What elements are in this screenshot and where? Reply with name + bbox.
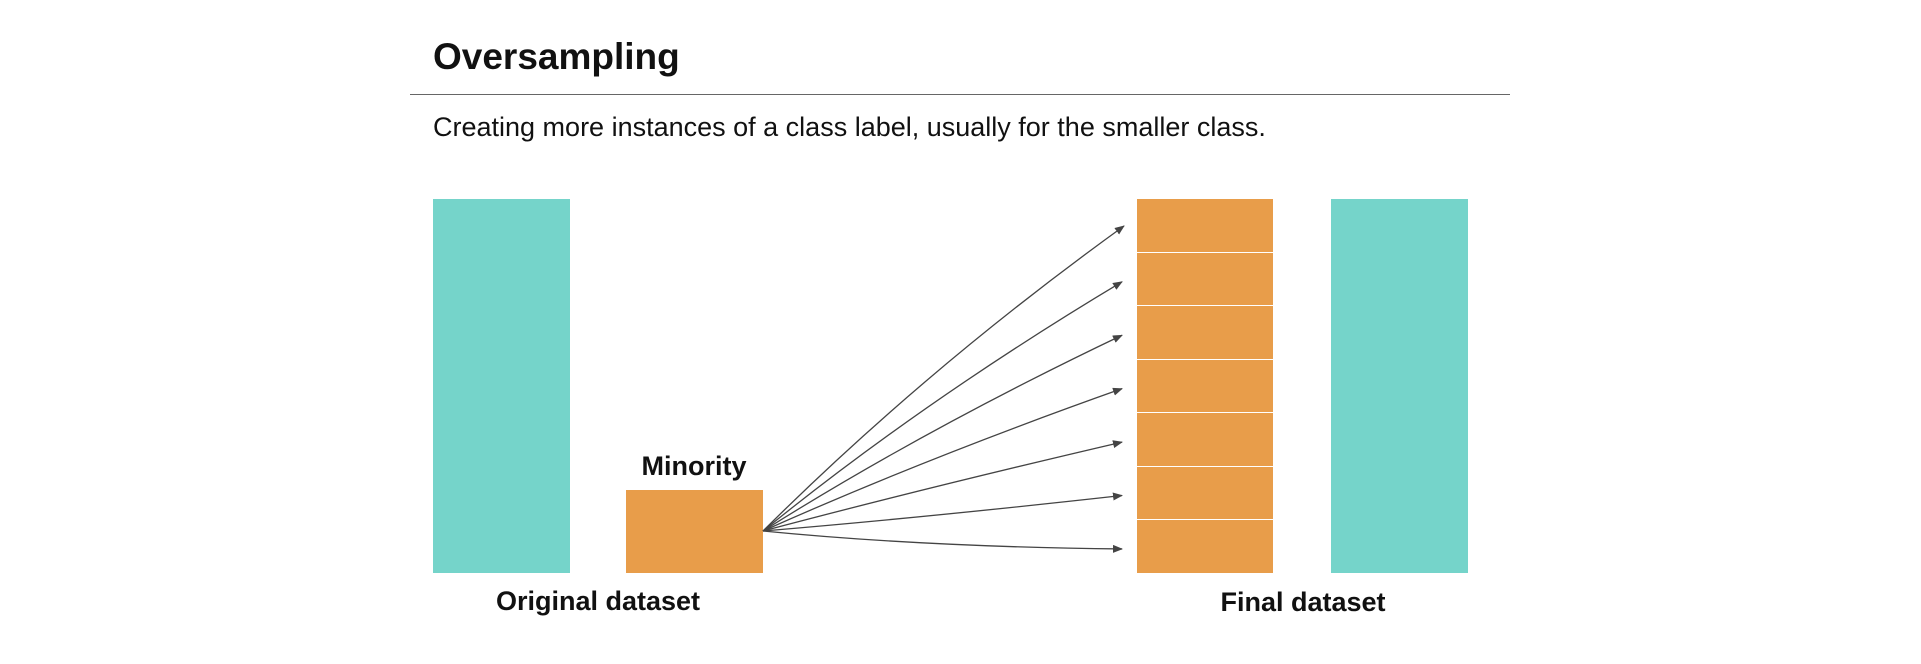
final-minority-copy: [1137, 305, 1273, 359]
oversample-arrow: [762, 492, 1123, 532]
oversample-arrow: [762, 530, 1123, 553]
oversample-arrow: [762, 281, 1123, 532]
final-minority-copy: [1137, 358, 1273, 413]
title-divider: [410, 94, 1510, 95]
oversample-arrow: [762, 440, 1123, 532]
original-majority-bar: [433, 199, 570, 573]
oversample-arrow: [762, 334, 1123, 532]
page-subtitle: Creating more instances of a class label…: [433, 112, 1266, 142]
final-minority-stack: [1137, 199, 1273, 574]
final-minority-copy: [1137, 519, 1273, 574]
final-dataset-label: Final dataset: [1220, 587, 1386, 617]
minority-label: Minority: [641, 451, 747, 481]
final-majority-bar: [1331, 199, 1468, 573]
page-title: Oversampling: [433, 36, 680, 77]
final-minority-copy: [1137, 412, 1273, 466]
final-minority-copy: [1137, 251, 1273, 306]
oversample-arrow: [762, 387, 1123, 532]
original-minority-bar: [626, 490, 763, 573]
final-minority-copy: [1137, 465, 1273, 520]
final-minority-copy: [1137, 199, 1273, 252]
oversample-arrow: [762, 225, 1125, 532]
original-dataset-label: Original dataset: [495, 586, 701, 616]
